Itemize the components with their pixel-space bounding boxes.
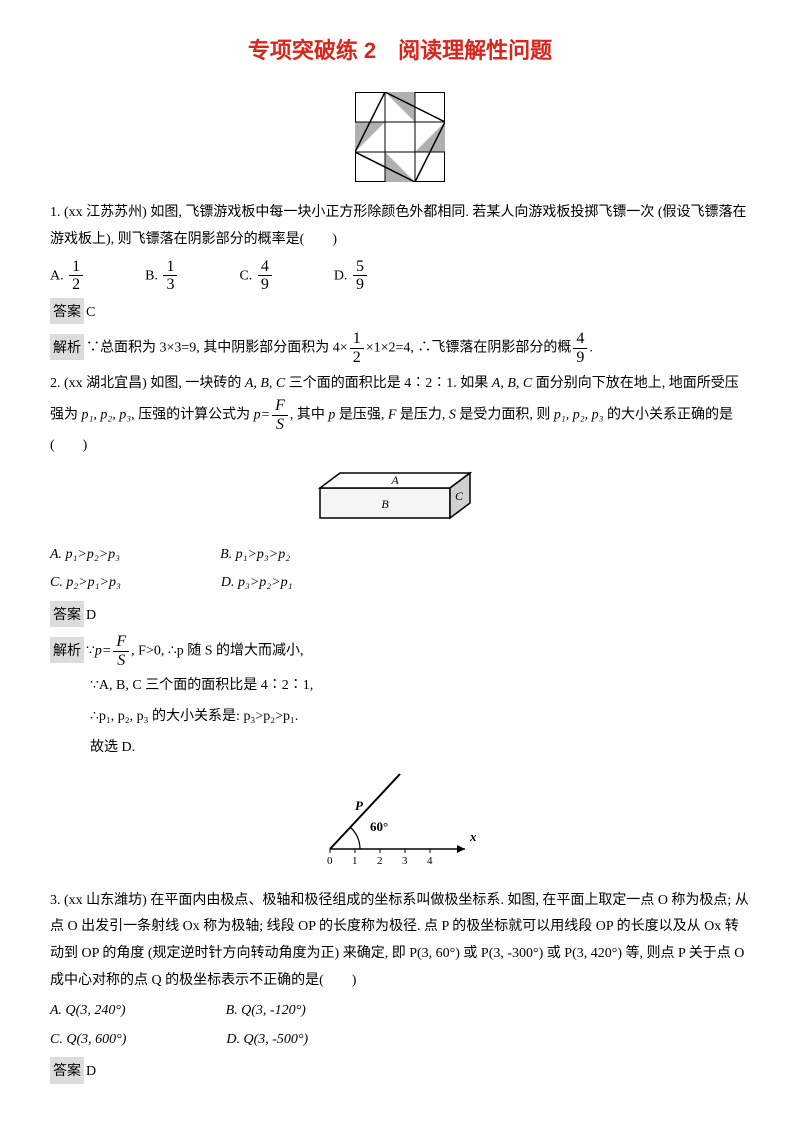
q2-exp2: ∵A, B, C 三个面的面积比是 4∶2∶1, <box>90 673 750 700</box>
q1-options: A. 12 B. 13 C. 49 D. 59 <box>50 258 750 294</box>
q1-opt-a: A. 12 <box>50 258 85 294</box>
q1-opt-d: D. 59 <box>334 258 369 294</box>
svg-text:1: 1 <box>352 855 358 867</box>
q3-stem: 3. (xx 山东潍坊) 在平面内由极点、极轴和极径组成的坐标系叫做极坐标系. … <box>50 888 750 994</box>
svg-text:P: P <box>355 798 364 813</box>
q2-opt-d: D. p₃>p₂>p₁ <box>221 570 293 597</box>
q3-answer: 答案D <box>50 1057 750 1086</box>
q3-opt-d: D. Q(3, -500°) <box>226 1027 308 1054</box>
svg-text:4: 4 <box>427 855 433 867</box>
q2-figure: A B C <box>50 468 750 534</box>
q3-opt-a: A. Q(3, 240°) <box>50 998 126 1025</box>
svg-text:B: B <box>381 497 389 511</box>
q1-figure <box>50 92 750 193</box>
q2-options-row2: C. p₂>p₁>p₃ D. p₃>p₂>p₁ <box>50 570 750 597</box>
q1-opt-c: C. 49 <box>239 258 273 294</box>
q3-options-row1: A. Q(3, 240°) B. Q(3, -120°) <box>50 998 750 1025</box>
svg-text:0: 0 <box>327 855 333 867</box>
svg-text:A: A <box>390 473 399 487</box>
q2-opt-a: A. p₁>p₂>p₃ <box>50 542 120 569</box>
q1-stem: 1. (xx 江苏苏州) 如图, 飞镖游戏板中每一块小正方形除颜色外都相同. 若… <box>50 200 750 253</box>
polar-axis-icon: 60° P x 0 1 2 3 4 <box>315 769 485 869</box>
svg-text:2: 2 <box>377 855 383 867</box>
brick-icon: A B C <box>310 468 490 523</box>
q1-answer: 答案C <box>50 298 750 327</box>
q2-opt-b: B. p₁>p₃>p₂ <box>220 542 290 569</box>
q1-opt-b: B. 13 <box>145 258 179 294</box>
q2-opt-c: C. p₂>p₁>p₃ <box>50 570 121 597</box>
q1-explain: 解析∵总面积为 3×3=9, 其中阴影部分面积为 4×12×1×2=4, ∴飞镖… <box>50 330 750 366</box>
q3-figure: 60° P x 0 1 2 3 4 <box>50 769 750 880</box>
q2-options-row1: A. p₁>p₂>p₃ B. p₁>p₃>p₂ <box>50 542 750 569</box>
q3-opt-b: B. Q(3, -120°) <box>226 998 306 1025</box>
dartboard-icon <box>355 92 445 182</box>
q3-opt-c: C. Q(3, 600°) <box>50 1027 126 1054</box>
svg-text:60°: 60° <box>370 819 388 834</box>
q2-stem: 2. (xx 湖北宜昌) 如图, 一块砖的 A, B, C 三个面的面积比是 4… <box>50 371 750 460</box>
q2-exp1: 解析∵p=FS, F>0, ∴p 随 S 的增大而减小, <box>50 633 750 669</box>
svg-text:C: C <box>455 489 464 503</box>
q3-options-row2: C. Q(3, 600°) D. Q(3, -500°) <box>50 1027 750 1054</box>
page-title: 专项突破练 2 阅读理解性问题 <box>50 30 750 72</box>
q2-answer: 答案D <box>50 601 750 630</box>
svg-text:3: 3 <box>402 855 408 867</box>
q2-exp4: 故选 D. <box>90 735 750 762</box>
q2-exp3: ∴p₁, p₂, p₃ 的大小关系是: p₃>p₂>p₁. <box>90 704 750 731</box>
svg-text:x: x <box>469 829 477 844</box>
